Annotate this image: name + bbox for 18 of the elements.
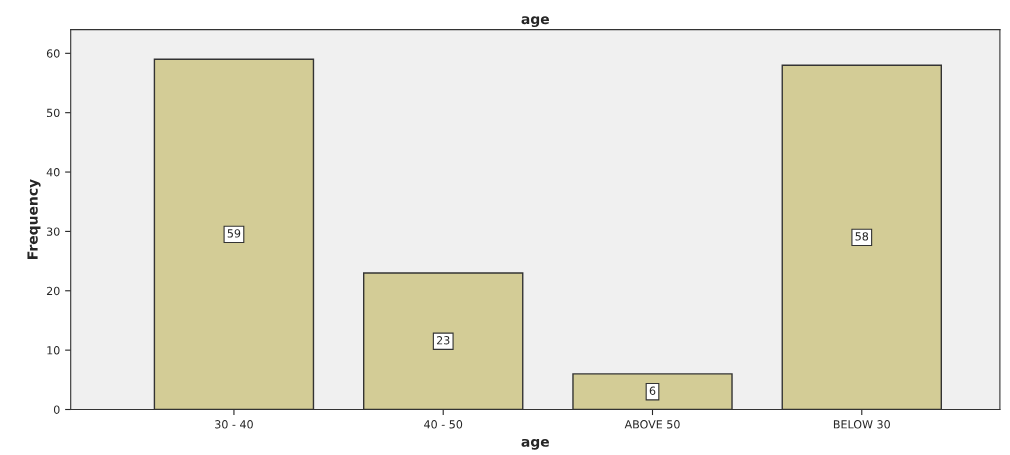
y-tick-label: 50 (47, 108, 60, 118)
x-tick-label: 40 - 50 (424, 420, 463, 429)
y-tick-label: 10 (47, 346, 60, 355)
x-tick-label: BELOW 30 (833, 420, 890, 429)
data-label: 23 (436, 336, 450, 345)
y-tick-label: 40 (46, 168, 60, 177)
y-tick-label: 30 (46, 227, 60, 236)
data-label: 58 (855, 232, 869, 241)
x-tick-label: 30 - 40 (215, 420, 253, 429)
y-tick-label: 20 (46, 286, 60, 296)
y-tick-label: 60 (46, 49, 60, 58)
data-label: 59 (227, 229, 241, 238)
y-axis-title: Frequency (27, 179, 41, 259)
data-label: 6 (649, 386, 656, 395)
chart-title: age (521, 16, 549, 28)
y-tick-label: 0 (53, 405, 60, 414)
x-axis-title: age (521, 438, 549, 450)
x-tick-label: ABOVE 50 (624, 420, 680, 429)
